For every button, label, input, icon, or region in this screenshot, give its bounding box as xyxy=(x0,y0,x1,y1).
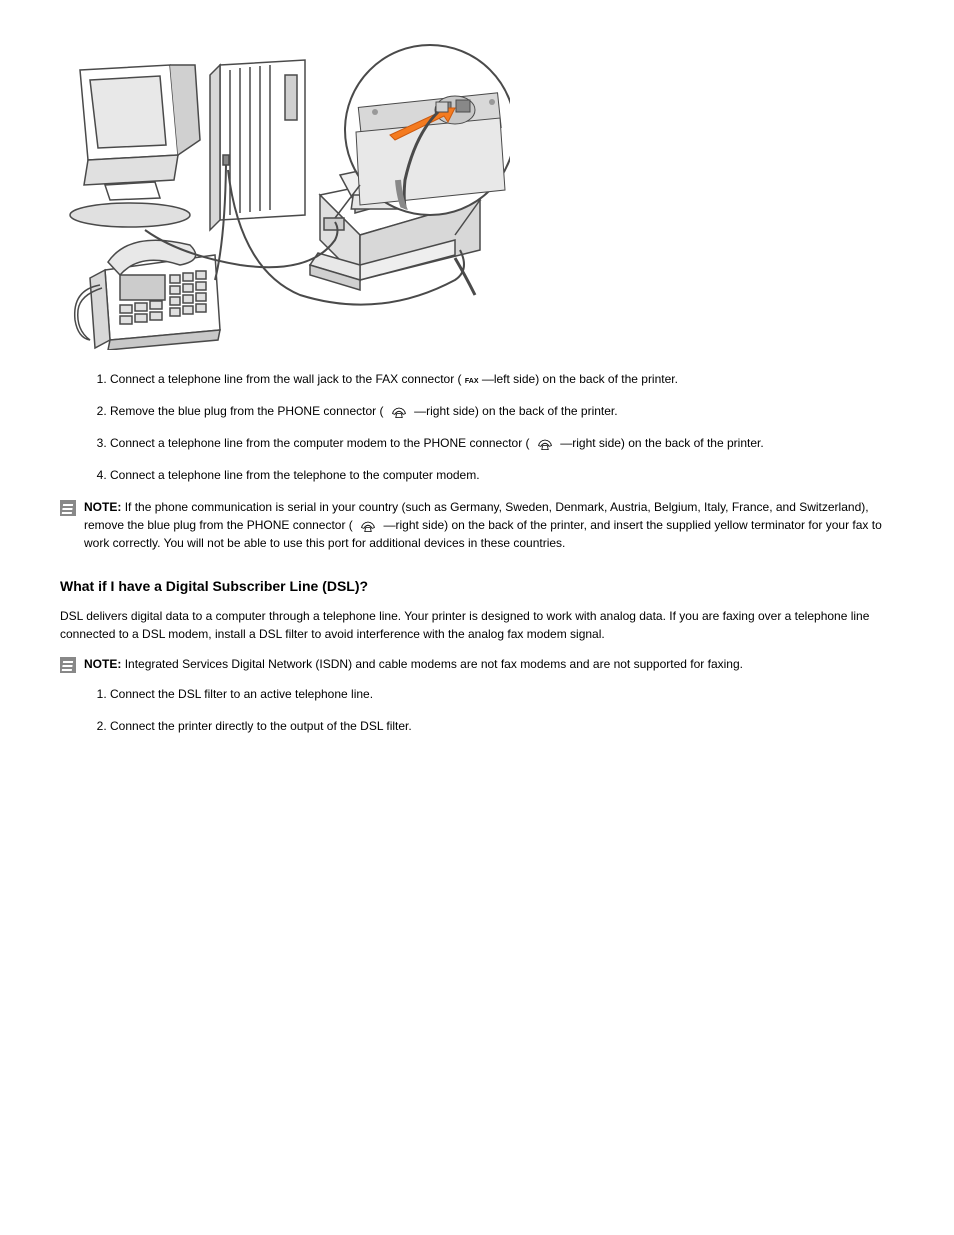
step-3-text-b: —right side) on the back of the printer. xyxy=(560,436,763,450)
dsl-step-2: Connect the printer directly to the outp… xyxy=(110,717,894,735)
note-label: NOTE: xyxy=(84,657,121,671)
dsl-step-1: Connect the DSL filter to an active tele… xyxy=(110,685,894,703)
note-icon xyxy=(60,657,76,673)
step-3-text-a: Connect a telephone line from the comput… xyxy=(110,436,533,450)
dsl-paragraph: DSL delivers digital data to a computer … xyxy=(60,607,894,643)
step-2: Remove the blue plug from the PHONE conn… xyxy=(110,402,894,420)
step-2-text-a: Remove the blue plug from the PHONE conn… xyxy=(110,404,387,418)
step-1: Connect a telephone line from the wall j… xyxy=(110,370,894,388)
connection-diagram xyxy=(60,40,510,350)
note-body: NOTE: If the phone communication is seri… xyxy=(84,498,894,552)
phone-connector-icon xyxy=(537,437,553,451)
step-4: Connect a telephone line from the teleph… xyxy=(110,466,894,484)
connection-steps-list: Connect a telephone line from the wall j… xyxy=(60,370,894,484)
fax-connector-label: FAX xyxy=(465,378,479,385)
step-1-text-b: —left side) on the back of the printer. xyxy=(482,372,678,386)
note-text: Integrated Services Digital Network (ISD… xyxy=(125,657,743,671)
step-1-text-a: Connect a telephone line from the wall j… xyxy=(110,372,462,386)
note-isdn: NOTE: Integrated Services Digital Networ… xyxy=(60,655,894,673)
note-icon xyxy=(60,500,76,516)
note-label: NOTE: xyxy=(84,500,121,514)
phone-connector-icon xyxy=(391,405,407,419)
phone-connector-icon xyxy=(360,519,376,533)
step-3: Connect a telephone line from the comput… xyxy=(110,434,894,452)
dsl-heading: What if I have a Digital Subscriber Line… xyxy=(60,576,894,597)
note-serial-countries: NOTE: If the phone communication is seri… xyxy=(60,498,894,552)
step-2-text-b: —right side) on the back of the printer. xyxy=(414,404,617,418)
dsl-steps-list: Connect the DSL filter to an active tele… xyxy=(60,685,894,735)
note-body: NOTE: Integrated Services Digital Networ… xyxy=(84,655,743,673)
